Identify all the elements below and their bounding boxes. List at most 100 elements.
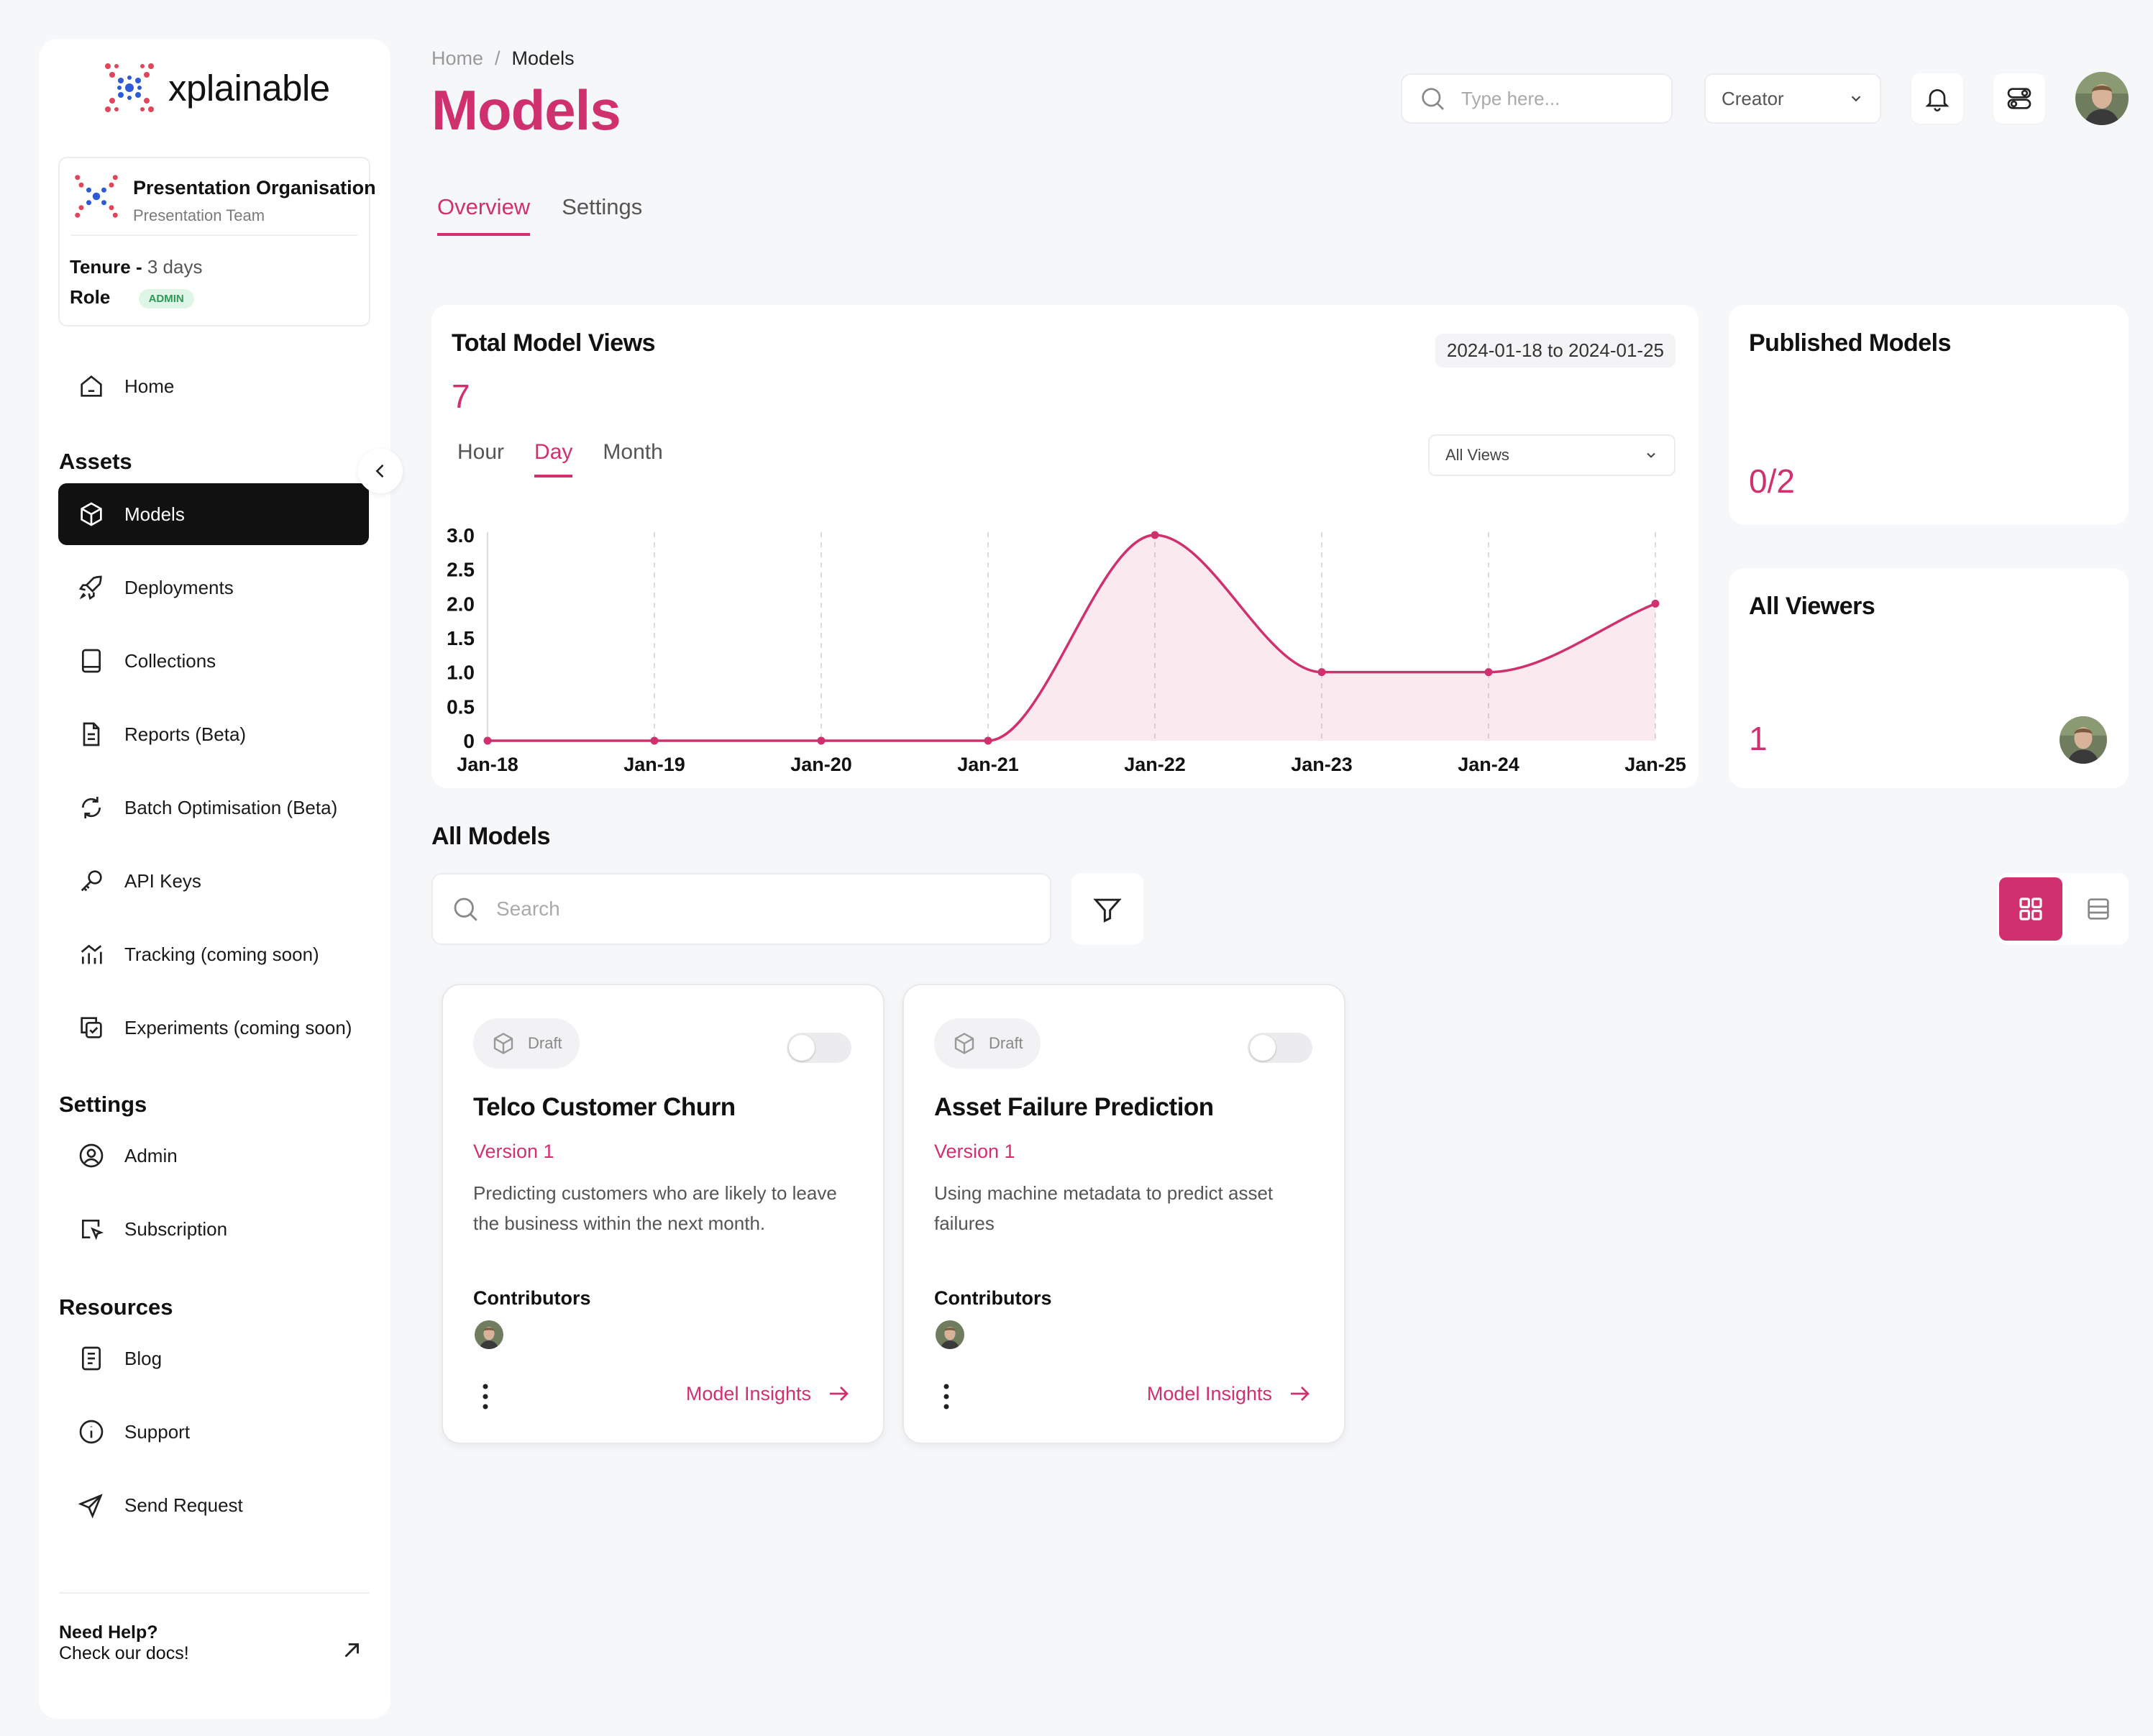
range-tab-hour[interactable]: Hour (457, 440, 505, 464)
x-tick-label: Jan-24 (1458, 754, 1519, 775)
contributor-avatar[interactable] (936, 1320, 964, 1349)
toggles-icon (2007, 88, 2031, 109)
role-select[interactable]: Creator (1704, 73, 1881, 124)
tab-overview[interactable]: Overview (437, 194, 531, 236)
nav-api-keys-label: API Keys (124, 869, 201, 892)
assets-section-title: Assets (59, 449, 132, 474)
data-point (1151, 531, 1159, 539)
nav-send-request[interactable]: Send Request (58, 1474, 369, 1536)
list-view-button[interactable] (2070, 877, 2127, 941)
publish-toggle[interactable] (787, 1033, 851, 1063)
brand-logo[interactable]: xplainable (101, 60, 330, 115)
data-point (650, 736, 659, 745)
arrow-up-right-icon (344, 1643, 359, 1658)
data-point (1651, 599, 1660, 608)
range-tab-day[interactable]: Day (534, 440, 573, 478)
x-tick-label: Jan-18 (457, 754, 518, 775)
models-search[interactable] (431, 873, 1051, 945)
model-card[interactable]: Draft Asset Failure Prediction Version 1… (904, 985, 1344, 1443)
nav-experiments[interactable]: Experiments (coming soon) (58, 997, 369, 1059)
key-icon (81, 870, 102, 892)
nav-api-keys[interactable]: API Keys (58, 850, 369, 912)
filter-button[interactable] (1071, 873, 1143, 945)
nav-tracking[interactable]: Tracking (coming soon) (58, 923, 369, 985)
tab-settings[interactable]: Settings (562, 194, 643, 219)
tenure-value: 3 days (147, 256, 203, 278)
y-tick-label: 2.5 (447, 559, 475, 581)
nav-experiments-label: Experiments (coming soon) (124, 1016, 352, 1038)
help-subtitle: Check our docs! (59, 1643, 189, 1663)
global-search[interactable] (1401, 73, 1673, 124)
total-views-value: 7 (452, 378, 470, 415)
global-search-input[interactable] (1460, 86, 1650, 111)
settings-toggle-button[interactable] (1993, 73, 2045, 124)
resources-section-title: Resources (59, 1294, 173, 1320)
breadcrumb-home[interactable]: Home (431, 47, 484, 69)
organisation-card[interactable]: Presentation Organisation Presentation T… (58, 157, 376, 326)
data-point (1317, 668, 1326, 677)
views-chart: 0 0.5 1.0 1.5 2.0 2.5 3.0 Jan-18 Jan-19 Jan-20 Jan… (447, 524, 1686, 775)
nav-tracking-label: Tracking (coming soon) (124, 943, 319, 965)
document-icon (83, 722, 100, 746)
nav-blog[interactable]: Blog (58, 1328, 369, 1389)
nav-collections[interactable]: Collections (58, 630, 369, 692)
role: Role ADMIN (70, 286, 194, 309)
models-search-input[interactable] (495, 897, 1044, 921)
grid-icon (2019, 897, 2042, 920)
nav-deployments[interactable]: Deployments (58, 557, 369, 618)
nav-blog-label: Blog (124, 1347, 163, 1369)
nav-models-label: Models (124, 503, 185, 525)
range-tab-month[interactable]: Month (603, 440, 663, 464)
grid-view-button[interactable] (1999, 877, 2062, 941)
user-avatar[interactable] (2075, 72, 2129, 125)
total-views-title: Total Model Views (452, 329, 656, 357)
breadcrumb-separator: / (495, 47, 500, 69)
role-badge: ADMIN (138, 288, 194, 309)
role-select-value: Creator (1722, 87, 1784, 109)
nav-support[interactable]: Support (58, 1401, 369, 1463)
all-viewers-value: 1 (1749, 720, 1768, 757)
nav-models[interactable]: Models (58, 483, 369, 545)
breadcrumb-current: Models (511, 47, 575, 69)
model-insights-label: Model Insights (1146, 1382, 1272, 1404)
contributors-label: Contributors (934, 1287, 1052, 1309)
nav-batch-label: Batch Optimisation (Beta) (124, 796, 338, 818)
more-options-icon[interactable] (480, 1382, 490, 1411)
contributor-avatar[interactable] (475, 1320, 503, 1349)
views-filter-select[interactable]: All Views (1428, 434, 1676, 476)
organisation-name: Presentation Organisation (133, 177, 376, 198)
breadcrumb: Home / Models (431, 47, 575, 70)
date-range: 2024-01-18 to 2024-01-25 (1435, 334, 1676, 367)
nav-subscription-label: Subscription (124, 1218, 228, 1240)
page-tabs: Overview Settings (437, 194, 642, 236)
rocket-icon (78, 575, 102, 600)
data-point (1484, 668, 1493, 677)
bell-icon (1925, 89, 1949, 111)
notifications-button[interactable] (1911, 73, 1963, 124)
role-label: Role (70, 286, 111, 308)
model-title: Telco Customer Churn (473, 1093, 736, 1121)
model-insights-link[interactable]: Model Insights (1147, 1381, 1312, 1407)
model-card[interactable]: Draft Telco Customer Churn Version 1 Pre… (443, 985, 883, 1443)
model-insights-link[interactable]: Model Insights (686, 1381, 851, 1407)
more-options-icon[interactable] (941, 1382, 951, 1411)
nav-batch-optimisation[interactable]: Batch Optimisation (Beta) (58, 777, 369, 839)
collapse-sidebar-button[interactable] (358, 449, 403, 493)
nav-admin[interactable]: Admin (58, 1125, 369, 1187)
help-docs-link[interactable]: Need Help? Check our docs! (59, 1592, 370, 1664)
chevron-down-icon (1851, 96, 1861, 102)
all-models-title: All Models (431, 823, 551, 850)
x-tick-label: Jan-22 (1124, 754, 1186, 775)
y-tick-label: 2.0 (447, 593, 475, 615)
nav-subscription[interactable]: Subscription (58, 1198, 369, 1260)
nav-home[interactable]: Home (58, 355, 369, 417)
view-toggle (1998, 873, 2129, 945)
search-icon (454, 897, 477, 921)
nav-reports[interactable]: Reports (Beta) (58, 703, 369, 765)
publish-toggle[interactable] (1248, 1033, 1312, 1063)
data-point (483, 736, 492, 745)
viewer-avatar[interactable] (2060, 716, 2107, 764)
nav-admin-label: Admin (124, 1144, 178, 1166)
model-description: Using machine metadata to predict asset … (934, 1182, 1274, 1234)
nav-home-label: Home (124, 375, 175, 397)
